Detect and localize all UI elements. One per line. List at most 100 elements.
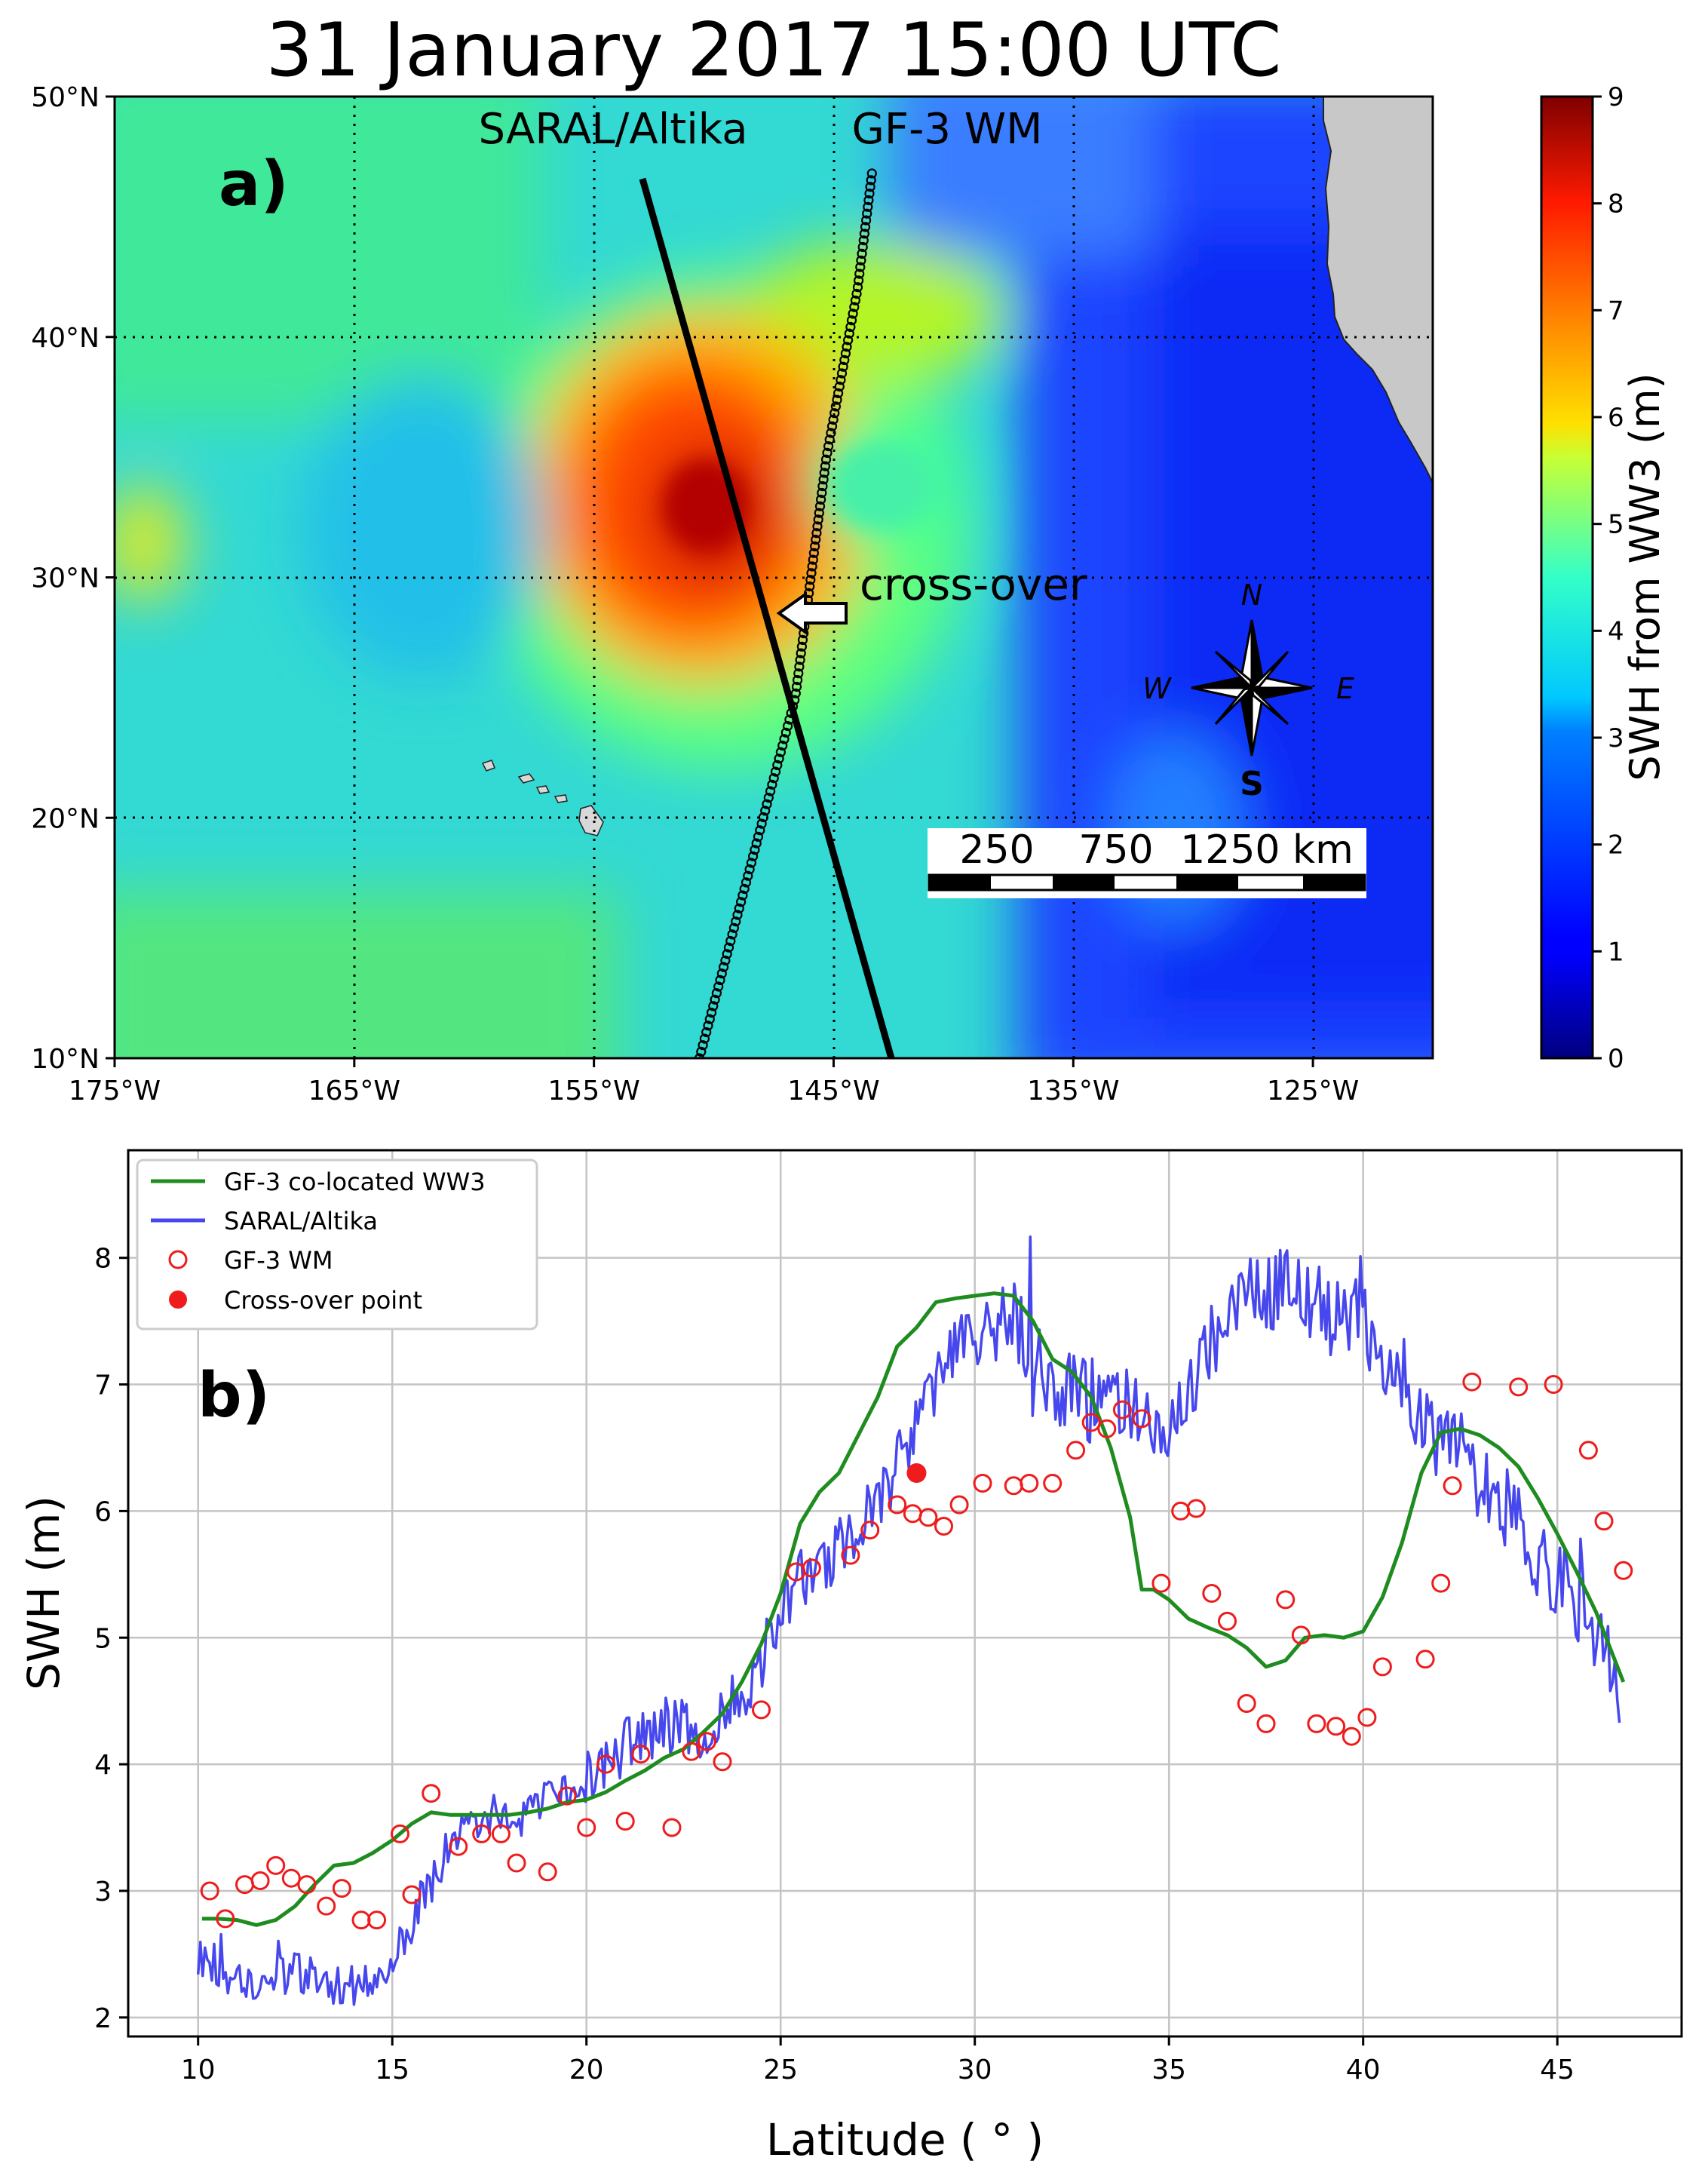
gf3-track-point xyxy=(741,877,752,888)
gf3-track-point xyxy=(743,870,753,881)
gf3-track-point xyxy=(727,929,737,940)
gf3-track-point xyxy=(746,858,757,868)
gf3-track-point xyxy=(863,195,874,206)
gf3-track-point xyxy=(777,740,788,751)
gf3-track-point xyxy=(739,883,750,895)
gf3-wm-point xyxy=(1372,1657,1392,1677)
scale-label-2: 750 xyxy=(1078,827,1153,873)
gf3-track-point xyxy=(844,328,854,339)
gf3-track-point xyxy=(860,215,872,226)
colorbar-tick-label: 0 xyxy=(1608,1044,1624,1074)
saral-track-label: SARAL/Altika xyxy=(478,105,747,154)
gf3-track-point xyxy=(840,348,851,359)
gf3-wm-point xyxy=(713,1752,732,1772)
gf3-wm-point xyxy=(1276,1590,1296,1610)
plot-b-frame xyxy=(127,1149,1683,2038)
panel-a-label: a) xyxy=(219,149,289,220)
gf3-wm-point xyxy=(367,1911,387,1930)
gf3-track-point xyxy=(765,786,776,796)
x-tick-label-b: 30 xyxy=(958,2055,992,2085)
gf3-track-point xyxy=(796,641,808,652)
compass-w: W xyxy=(1142,672,1172,705)
panel-b-label: b) xyxy=(198,1360,270,1432)
y-axis-label: SWH (m) xyxy=(18,1496,69,1690)
legend: GF-3 co-located WW3 SARAL/Altika GF-3 WM… xyxy=(136,1159,538,1330)
gf3-track-point xyxy=(845,321,856,333)
gf3-track-point xyxy=(855,262,866,272)
x-tick-label-a: 125°W xyxy=(1267,1076,1359,1106)
gf3-track-point xyxy=(710,994,720,1005)
gf3-wm-point xyxy=(1043,1474,1063,1493)
gf3-track-point xyxy=(763,792,774,803)
gf3-track-point xyxy=(703,1020,713,1031)
gf3-track-point xyxy=(864,189,875,199)
gf3-track-point xyxy=(823,440,834,452)
gf3-track-point xyxy=(694,1053,705,1058)
gf3-track-point xyxy=(842,335,854,345)
colorbar-tick-label: 4 xyxy=(1608,616,1624,646)
gf3-track-point xyxy=(793,668,804,679)
gf3-track-point xyxy=(817,487,827,499)
gf3-wm-point xyxy=(1151,1573,1171,1593)
gf3-track-point xyxy=(813,514,823,525)
gf3-track-point xyxy=(772,760,783,771)
gf3-wm-point xyxy=(1357,1708,1377,1727)
gf3-track-point xyxy=(723,942,734,953)
gf3-wm-point xyxy=(949,1495,969,1515)
x-tick-label-b: 45 xyxy=(1540,2055,1575,2085)
gf3-colocated-ww3-line xyxy=(201,1291,1626,1927)
gf3-track-point xyxy=(857,241,868,253)
gf3-track-point xyxy=(826,421,838,431)
swh-field xyxy=(115,97,1433,1058)
gf3-track-point xyxy=(756,818,767,829)
gf3-wm-point xyxy=(317,1896,336,1916)
gf3-track-point xyxy=(796,648,806,658)
gf3-track-point xyxy=(760,806,771,816)
crossover-arrow-icon xyxy=(776,591,848,635)
gf3-track-point xyxy=(737,890,748,901)
gf3-track-point xyxy=(792,674,803,686)
gf3-wm-point xyxy=(538,1862,557,1882)
y-tick-label-a: 10°N xyxy=(31,1044,100,1075)
x-tick-label-b: 25 xyxy=(763,2055,798,2085)
gf3-track-point xyxy=(728,922,740,933)
gf3-wm-point xyxy=(402,1885,422,1904)
x-tick-label-a: 175°W xyxy=(69,1076,161,1106)
colorbar-tick-label: 6 xyxy=(1608,403,1624,433)
x-tick-label-b: 10 xyxy=(181,2055,216,2085)
legend-crossover-swatch xyxy=(169,1291,187,1309)
colorbar-label: SWH from WW3 (m) xyxy=(1621,373,1669,781)
gf3-wm-point xyxy=(1307,1714,1326,1733)
gf3-wm-point xyxy=(200,1881,219,1901)
gf3-wm-point xyxy=(266,1855,286,1875)
gf3-track-point xyxy=(866,168,877,179)
gf3-track-point xyxy=(856,255,866,265)
gf3-wm-point xyxy=(507,1853,526,1873)
gf3-track-point xyxy=(791,681,802,692)
gf3-track-point xyxy=(859,229,870,239)
gf3-wm-point xyxy=(1594,1512,1614,1531)
colorbar-tick-label: 9 xyxy=(1608,82,1624,112)
gf3-track-point xyxy=(836,375,846,385)
gf3-track-point xyxy=(795,655,805,665)
y-tick-label-b: 6 xyxy=(94,1496,112,1527)
gf3-track-point xyxy=(794,661,805,672)
gf3-track-point xyxy=(787,701,799,712)
gf3-track-point xyxy=(850,295,861,305)
gf3-track-point xyxy=(833,388,844,398)
gf3-wm-point xyxy=(1132,1409,1151,1429)
gf3-wm-point xyxy=(934,1517,953,1536)
y-tick-label-a: 50°N xyxy=(31,82,100,113)
hawaii-islands xyxy=(481,760,604,836)
gf3-track-point xyxy=(852,282,863,293)
gf3-track-label: GF-3 WM xyxy=(852,105,1043,154)
gf3-track-point xyxy=(718,962,729,972)
gf3-track-point xyxy=(696,1046,707,1057)
gf3-wm-point xyxy=(1544,1375,1563,1394)
gf3-track-point xyxy=(797,634,808,646)
gf3-track-point xyxy=(848,308,858,319)
gf3-wm-point xyxy=(682,1742,701,1761)
gf3-track-point xyxy=(744,864,755,875)
gf3-wm-point xyxy=(1097,1419,1117,1438)
